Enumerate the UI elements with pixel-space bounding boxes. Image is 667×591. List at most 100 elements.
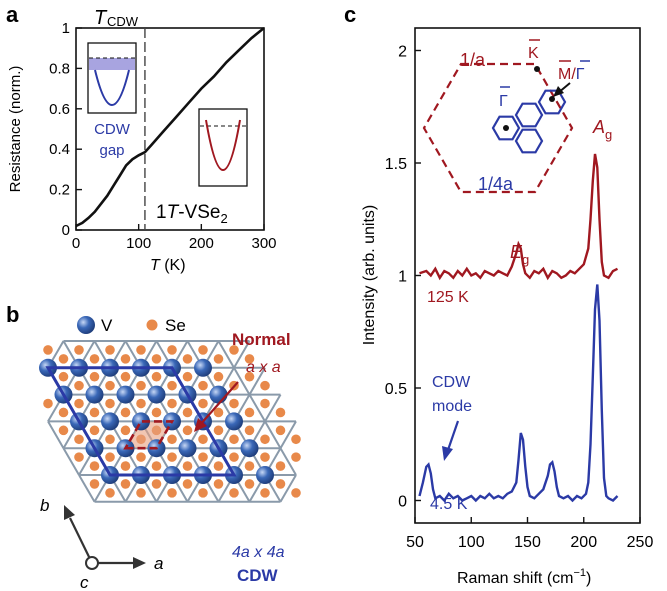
cdw-cell-label: 4a x 4a xyxy=(232,544,285,561)
panel-c: c 50 100 150 200 250 0 0.5 1 1.5 2 Intensity (arb… xyxy=(344,2,653,587)
legend-se-atom xyxy=(146,319,158,331)
m-gamma-point xyxy=(549,96,555,102)
bond xyxy=(279,447,297,476)
xlabel-close: ) xyxy=(586,570,591,587)
bond xyxy=(47,420,65,449)
se-atom xyxy=(74,380,84,391)
panel-b-label: b xyxy=(6,302,19,327)
v-atom xyxy=(116,385,135,404)
y-tick-label: 0 xyxy=(62,222,70,239)
v-atom xyxy=(209,385,228,404)
se-atom xyxy=(244,461,255,471)
v-atom xyxy=(147,385,166,404)
bond xyxy=(62,447,80,476)
se-atom xyxy=(229,434,239,445)
cdw-mode-arrowhead xyxy=(442,446,453,461)
ag-sub: g xyxy=(605,127,612,142)
se-atom xyxy=(244,425,255,436)
axis-a-label: a xyxy=(154,554,163,573)
material-label: 1T-VSe2 xyxy=(156,202,228,226)
se-atom xyxy=(198,380,208,391)
se-atom xyxy=(105,380,115,391)
se-atom xyxy=(58,354,69,364)
se-atom xyxy=(275,425,286,436)
m-label: M/Γ xyxy=(558,66,585,83)
ag-label: Ag xyxy=(592,117,612,142)
y-tick-label: 2 xyxy=(398,44,407,61)
bz-inner-label: 1/4a xyxy=(478,174,514,194)
se-atom xyxy=(151,371,162,382)
se-atom xyxy=(213,371,224,382)
inset-normal-band xyxy=(198,108,248,187)
material-pre: 1 xyxy=(156,202,167,223)
se-atom xyxy=(89,479,100,489)
se-atom xyxy=(213,479,224,489)
x-tick-label: 200 xyxy=(570,534,597,551)
se-atom xyxy=(74,345,84,355)
se-atom xyxy=(136,380,146,391)
se-atom xyxy=(58,407,69,418)
legend-se-label: Se xyxy=(165,316,186,335)
panel-a: a 0 100 200 300 0 0.2 0.4 0.6 0.8 1 T CDW Resista… xyxy=(6,2,277,274)
v-atom xyxy=(256,466,274,484)
se-atom xyxy=(182,407,193,418)
xlabel-text: Raman shift (cm xyxy=(457,570,573,587)
se-atom xyxy=(105,398,115,409)
se-atom xyxy=(136,488,146,498)
se-atom xyxy=(43,345,53,355)
bond xyxy=(279,420,297,449)
inner-hexagon xyxy=(514,102,544,128)
y-tick-label: 0 xyxy=(398,494,407,511)
bond xyxy=(233,367,251,396)
brillouin-zone-inset: 1/a 1/4a K M/Γ Γ xyxy=(422,39,590,194)
k-label: K xyxy=(528,45,539,62)
se-atom xyxy=(198,452,208,462)
x-tick-label: 300 xyxy=(251,235,276,252)
band-parabola-blue xyxy=(94,69,130,106)
material-T: T xyxy=(167,202,180,223)
inner-hexagon xyxy=(491,115,521,141)
material-post: -VSe xyxy=(178,202,220,223)
normal-arrowhead xyxy=(194,418,207,432)
se-atom xyxy=(105,434,115,445)
se-atom xyxy=(89,371,100,382)
se-atom xyxy=(244,407,255,418)
gamma-label: Γ xyxy=(499,93,508,110)
se-atom xyxy=(167,380,177,391)
temp-high-label: 125 K xyxy=(427,289,469,306)
se-atom xyxy=(198,398,208,409)
se-atom xyxy=(89,354,100,364)
se-atom xyxy=(182,461,193,471)
panel-c-label: c xyxy=(344,2,356,27)
se-atom xyxy=(151,461,162,471)
crystal-lattice xyxy=(39,340,301,503)
axis-b-label: b xyxy=(40,496,49,515)
m-main: M xyxy=(558,66,571,83)
se-atom xyxy=(182,354,193,364)
spectrum-4-5k xyxy=(418,284,619,503)
panel-c-ylabel: Intensity (arb. units) xyxy=(361,205,378,346)
x-tick-label: 150 xyxy=(514,534,541,551)
bond xyxy=(248,394,266,422)
axis-c-label: c xyxy=(80,573,89,591)
inset-caption-gap: gap xyxy=(99,142,124,159)
panel-a-label: a xyxy=(6,2,19,27)
inner-bz-hexagons xyxy=(491,89,567,154)
y-tick-label: 0.6 xyxy=(49,101,70,118)
lattice-axes-indicator: a b c xyxy=(40,496,163,591)
normal-cell-outline xyxy=(123,420,175,450)
band-parabola-red xyxy=(205,119,241,171)
se-atom xyxy=(275,479,286,489)
se-atom xyxy=(182,371,193,382)
resistance-curve xyxy=(75,26,265,228)
x-tick-label: 50 xyxy=(406,534,424,551)
v-atom xyxy=(132,412,150,431)
v-atom xyxy=(85,385,104,404)
se-atom xyxy=(136,398,146,409)
legend-v-label: V xyxy=(101,316,113,335)
panel-a-ylabel: Resistance (norm.) xyxy=(7,66,24,193)
se-atom xyxy=(151,479,162,489)
se-atom xyxy=(260,434,270,445)
ag-main: A xyxy=(592,117,605,137)
se-atom xyxy=(244,371,255,382)
